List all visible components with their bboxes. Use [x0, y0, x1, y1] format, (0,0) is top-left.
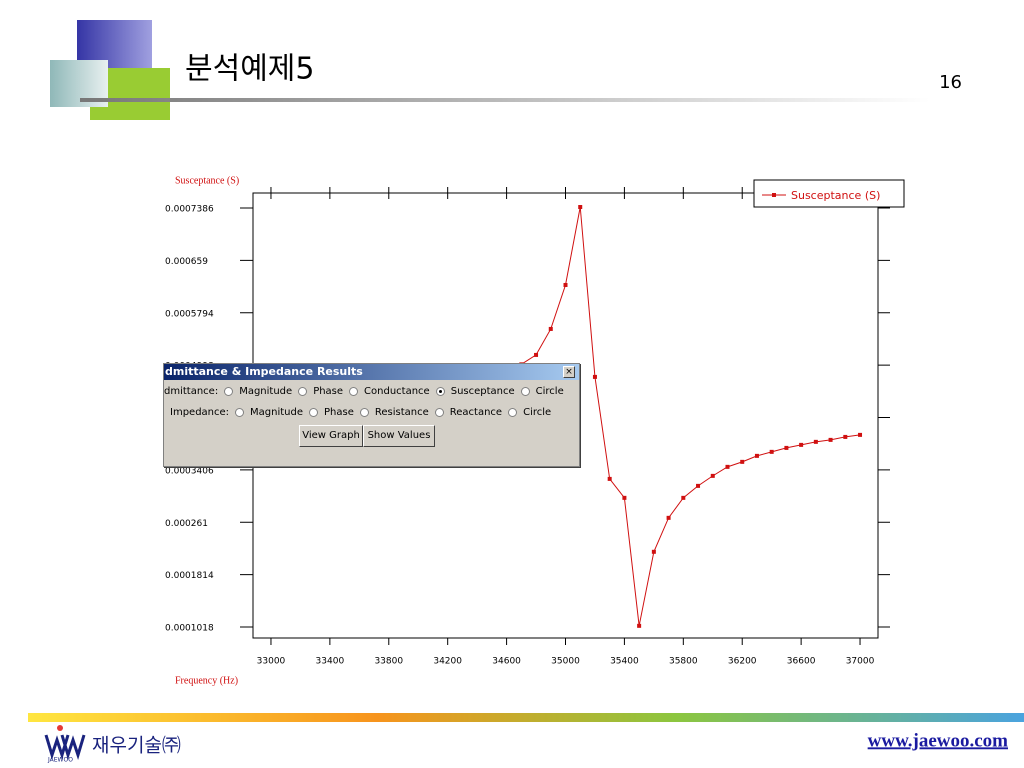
- point: [563, 282, 568, 287]
- y-axis-title: Susceptance (S): [175, 175, 239, 186]
- slide-title: 분석예제5: [185, 52, 315, 87]
- radio[interactable]: [298, 387, 308, 396]
- point: [828, 437, 833, 442]
- radio[interactable]: [434, 408, 444, 417]
- button[interactable]: View Graph: [299, 425, 363, 447]
- legend-box: [753, 179, 905, 208]
- y-tick-label: 0.000659: [165, 257, 208, 267]
- radio[interactable]: [309, 408, 319, 417]
- point: [607, 476, 612, 481]
- footer-bar: [28, 713, 1024, 722]
- y-tick-label: 0.0007386: [165, 205, 214, 215]
- x-tick-label: 34600: [492, 657, 521, 667]
- point: [681, 495, 686, 500]
- x-tick-label: 37000: [846, 657, 875, 667]
- page-number: 16: [939, 72, 962, 93]
- radio[interactable]: [235, 408, 245, 417]
- point: [578, 205, 583, 210]
- radio-label[interactable]: Conductance: [364, 386, 430, 397]
- x-tick-label: 35400: [610, 657, 639, 667]
- y-tick-label: 0.0001814: [165, 571, 214, 581]
- dialog-title: dmittance & Impedance Results ×: [164, 364, 579, 380]
- x-tick-label: 34200: [433, 657, 462, 667]
- radio[interactable]: [359, 408, 369, 417]
- point: [637, 623, 642, 628]
- point: [710, 473, 715, 478]
- y-tick-label: 0.0003406: [165, 466, 214, 476]
- radio[interactable]: [349, 387, 359, 396]
- x-tick-label: 35000: [551, 657, 580, 667]
- row-label: Impedance:: [170, 407, 230, 418]
- point: [651, 549, 656, 554]
- radio-label[interactable]: Magnitude: [239, 386, 293, 397]
- radio-label[interactable]: Phase: [324, 407, 354, 418]
- logo: [57, 725, 63, 731]
- legend-label: Susceptance (S): [791, 189, 880, 202]
- radio[interactable]: [508, 408, 518, 417]
- legend-swatch: [772, 193, 776, 197]
- point: [813, 439, 818, 444]
- x-tick-label: 35800: [669, 657, 698, 667]
- x-tick-label: 36200: [728, 657, 757, 667]
- y-tick-label: 0.0001018: [165, 624, 214, 634]
- dialog-title-text: dmittance & Impedance Results: [165, 365, 363, 378]
- radio-label[interactable]: Resistance: [374, 407, 429, 418]
- row-label: dmittance:: [164, 386, 219, 397]
- point: [858, 432, 863, 437]
- deco: [80, 98, 930, 102]
- point: [696, 483, 701, 488]
- dialog: dmittance & Impedance Results × dmittance…: [163, 363, 580, 467]
- point: [843, 434, 848, 439]
- y-tick-label: 0.0005794: [165, 309, 214, 319]
- y-tick-label: 0.000261: [165, 519, 208, 529]
- admittance-row: dmittance: Magnitude Phase Conductance Susce…: [164, 386, 570, 397]
- url[interactable]: www.jaewoo.com: [868, 730, 1009, 751]
- x-axis-title: Frequency (Hz): [175, 675, 238, 686]
- radio-label[interactable]: Circle: [523, 407, 552, 418]
- logo-text: JAEWOO: [47, 757, 73, 764]
- point: [592, 374, 597, 379]
- company: 재우기술㈜: [92, 735, 181, 757]
- radio-label[interactable]: Phase: [313, 386, 344, 397]
- point: [799, 442, 804, 447]
- radio[interactable]: [435, 387, 445, 396]
- x-tick-label: 33000: [257, 657, 286, 667]
- radio-label[interactable]: Circle: [535, 386, 564, 397]
- radio-label[interactable]: Magnitude: [250, 407, 304, 418]
- logo: [44, 734, 86, 760]
- point: [622, 495, 627, 500]
- point: [548, 326, 553, 331]
- close-button[interactable]: ×: [563, 366, 575, 378]
- x-tick-label: 33800: [374, 657, 403, 667]
- radio[interactable]: [224, 387, 234, 396]
- point: [769, 449, 774, 454]
- point: [754, 453, 759, 458]
- point: [740, 459, 745, 464]
- x-tick-label: 33400: [316, 657, 345, 667]
- point: [784, 445, 789, 450]
- x-tick-label: 36600: [787, 657, 816, 667]
- point: [666, 515, 671, 520]
- radio[interactable]: [520, 387, 530, 396]
- point: [534, 352, 539, 357]
- impedance-row: Impedance: Magnitude Phase Resistance Reacta…: [170, 407, 557, 418]
- button[interactable]: Show Values: [363, 425, 435, 447]
- point: [725, 464, 730, 469]
- radio-label[interactable]: Reactance: [449, 407, 503, 418]
- radio-label[interactable]: Susceptance: [450, 386, 515, 397]
